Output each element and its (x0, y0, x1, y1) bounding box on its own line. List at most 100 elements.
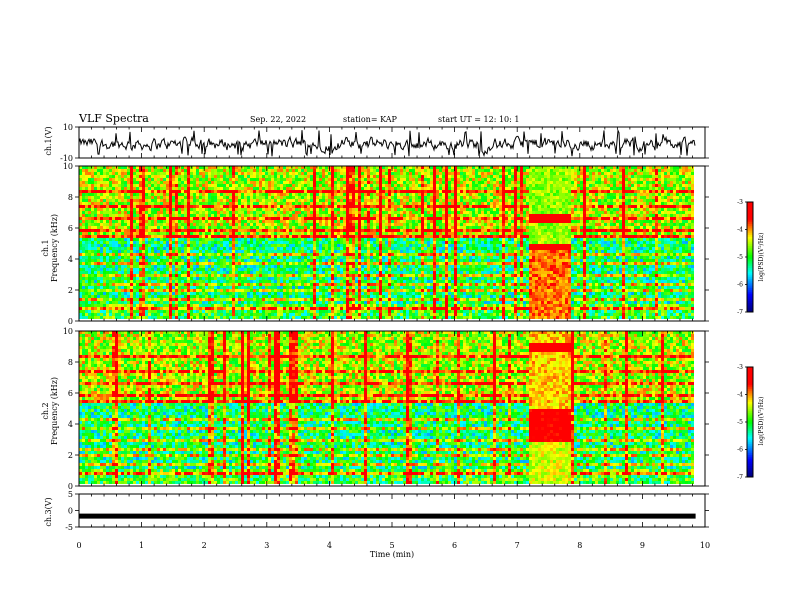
spectrogram-cell (517, 184, 520, 187)
spectrogram-cell (505, 217, 508, 220)
spectrogram-cell (280, 199, 283, 202)
spectrogram-cell (370, 205, 373, 208)
spectrogram-cell (100, 202, 103, 205)
spectrogram-cell (511, 226, 514, 229)
spectrogram-cell (79, 232, 82, 235)
spectrogram-cell (208, 166, 211, 169)
spectrogram-cell (226, 214, 229, 217)
spectrogram-cell (562, 199, 565, 202)
spectrogram-cell (517, 205, 520, 208)
spectrogram-cell (373, 235, 376, 238)
spectrogram-cell (544, 220, 547, 223)
spectrogram-cell (538, 214, 541, 217)
spectrogram-cell (334, 187, 337, 190)
spectrogram-cell (418, 217, 421, 220)
spectrogram-cell (397, 226, 400, 229)
spectrogram-cell (292, 211, 295, 214)
spectrogram-cell (118, 217, 121, 220)
spectrogram-cell (514, 181, 517, 184)
spectrogram-cell (343, 193, 346, 196)
spectrogram-cell (190, 202, 193, 205)
spectrogram-cell (415, 178, 418, 181)
spectrogram-cell (532, 184, 535, 187)
spectrogram-cell (298, 184, 301, 187)
spectrogram-cell (388, 235, 391, 238)
spectrogram-cell (412, 235, 415, 238)
spectrogram-cell (394, 232, 397, 235)
spectrogram-cell (463, 184, 466, 187)
spectrogram-cell (571, 193, 574, 196)
spectrogram-cell (613, 166, 616, 169)
spectrogram-cell (238, 223, 241, 226)
spectrogram-cell (490, 229, 493, 232)
spectrogram-cell (448, 214, 451, 217)
spectrogram-cell (433, 208, 436, 211)
spectrogram-cell (652, 199, 655, 202)
spectrogram-cell (538, 187, 541, 190)
spectrogram-cell (301, 220, 304, 223)
spectrogram-cell (517, 223, 520, 226)
spectrogram-cell (100, 184, 103, 187)
spectrogram-cell (583, 217, 586, 220)
spectrogram-cell (244, 196, 247, 199)
spectrogram-cell (622, 217, 625, 220)
spectrogram-cell (409, 217, 412, 220)
spectrogram-cell (559, 229, 562, 232)
spectrogram-cell (265, 229, 268, 232)
spectrogram-cell (583, 196, 586, 199)
spectrogram-cell (232, 223, 235, 226)
spectrogram-cell (421, 175, 424, 178)
spectrogram-cell (169, 172, 172, 175)
spectrogram-cell (262, 205, 265, 208)
spectrogram-cell (217, 220, 220, 223)
spectrogram-cell (667, 205, 670, 208)
spectrogram-cell (256, 196, 259, 199)
spectrogram-cell (430, 199, 433, 202)
spectrogram-cell (589, 229, 592, 232)
spectrogram-cell (94, 202, 97, 205)
spectrogram-cell (469, 169, 472, 172)
spectrogram-cell (307, 181, 310, 184)
spectrogram-cell (496, 193, 499, 196)
spectrogram-cell (547, 166, 550, 169)
spectrogram-cell (481, 166, 484, 169)
spectrogram-cell (157, 175, 160, 178)
spectrogram-cell (514, 199, 517, 202)
spectrogram-cell (409, 172, 412, 175)
spectrogram-cell (118, 196, 121, 199)
spectrogram-cell (559, 220, 562, 223)
spectrogram-cell (358, 217, 361, 220)
spectrogram-cell (169, 232, 172, 235)
spectrogram-cell (298, 178, 301, 181)
spectrogram-cell (595, 181, 598, 184)
spectrogram-cell (439, 205, 442, 208)
spectrogram-cell (661, 190, 664, 193)
spectrogram-cell (367, 232, 370, 235)
spectrogram-cell (394, 202, 397, 205)
spectrogram-cell (241, 235, 244, 238)
spectrogram-cell (685, 175, 688, 178)
spectrogram-cell (196, 187, 199, 190)
spectrogram-cell (298, 193, 301, 196)
spectrogram-cell (322, 175, 325, 178)
spectrogram-cell (199, 184, 202, 187)
spectrogram-cell (268, 229, 271, 232)
spectrogram-cell (601, 181, 604, 184)
spectrogram-cell (691, 226, 694, 229)
spectrogram-cell (229, 175, 232, 178)
spectrogram-cell (415, 196, 418, 199)
spectrogram-cell (394, 184, 397, 187)
spectrogram-cell (91, 217, 94, 220)
spectrogram-cell (418, 232, 421, 235)
spectrogram-cell (235, 208, 238, 211)
spectrogram-cell (280, 169, 283, 172)
spectrogram-cell (640, 229, 643, 232)
spectrogram-cell (262, 196, 265, 199)
spectrogram-cell (169, 190, 172, 193)
spectrogram-cell (310, 190, 313, 193)
spectrogram-cell (499, 169, 502, 172)
spectrogram-cell (466, 220, 469, 223)
spectrogram-cell (262, 199, 265, 202)
spectrogram-cell (187, 181, 190, 184)
spectrogram-cell (571, 166, 574, 169)
